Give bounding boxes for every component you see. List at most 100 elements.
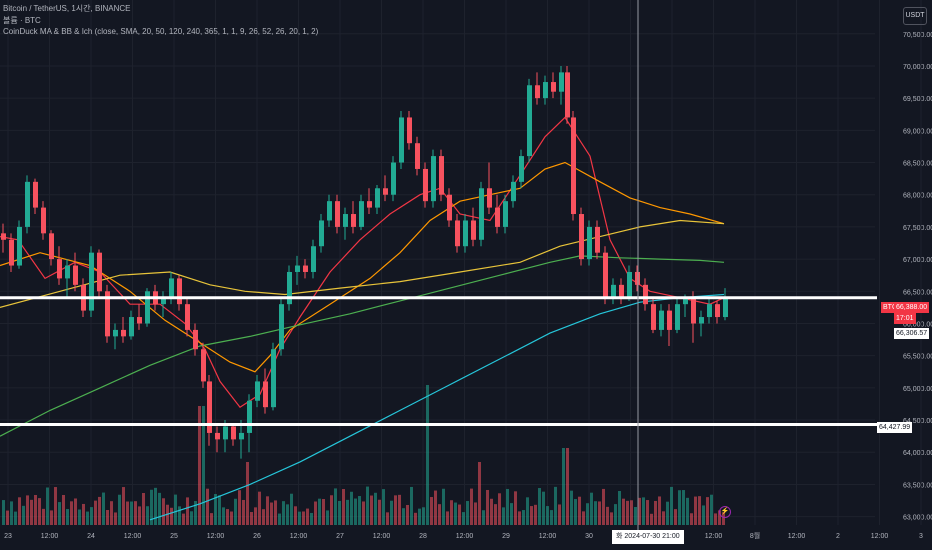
volume-bar	[662, 511, 665, 525]
volume-bar	[126, 501, 129, 525]
volume-bar	[654, 500, 657, 525]
x-tick-label: 12:00	[373, 533, 391, 540]
y-tick-label: 65,500.00	[903, 354, 932, 361]
candle-body	[145, 291, 150, 324]
volume-bar	[562, 448, 565, 525]
volume-bar	[594, 501, 597, 525]
volume-bar	[38, 498, 41, 525]
candle-body	[271, 349, 276, 408]
candle-body	[495, 207, 500, 227]
x-tick-label: 12:00	[788, 533, 806, 540]
volume-bar	[58, 502, 61, 525]
volume-bar	[230, 511, 233, 525]
volume-bar	[194, 501, 197, 525]
volume-bar	[250, 512, 253, 525]
candle-body	[383, 188, 388, 195]
volume-bar	[486, 489, 489, 525]
volume-bar	[110, 501, 113, 525]
currency-button[interactable]: USDT	[903, 7, 927, 25]
x-tick-label: 12:00	[705, 533, 723, 540]
volume-bar	[318, 498, 321, 525]
candle-body	[659, 310, 664, 330]
volume-bar	[518, 511, 521, 525]
volume-bar	[134, 501, 137, 525]
indicator-legend: CoinDuck MA & BB & Ich (close, SMA, 20, …	[3, 27, 319, 36]
volume-bar	[542, 491, 545, 525]
candle-body	[215, 432, 220, 440]
volume-bar	[302, 511, 305, 525]
volume-bar	[642, 497, 645, 525]
volume-bar	[678, 490, 681, 525]
volume-bar	[550, 510, 553, 525]
candle-body	[287, 271, 292, 305]
volume-bar	[274, 500, 277, 525]
x-tick-label: 12:00	[871, 533, 889, 540]
volume-bar	[46, 487, 49, 525]
lightning-icon[interactable]: ⚡	[719, 506, 731, 518]
y-tick-label: 63,500.00	[903, 482, 932, 489]
volume-bar	[454, 502, 457, 525]
volume-bar	[114, 512, 117, 525]
candle-body	[707, 304, 712, 318]
volume-bar	[6, 510, 9, 525]
volume-bar	[262, 509, 265, 525]
volume-bar	[14, 511, 17, 525]
volume-bar	[294, 506, 297, 525]
volume-bar	[686, 497, 689, 525]
candle-body	[73, 265, 78, 285]
volume-bar	[266, 496, 269, 525]
volume-bar	[422, 507, 425, 525]
y-tick-label: 65,000.00	[903, 386, 932, 393]
candle-body	[343, 214, 348, 227]
volume-bar	[370, 495, 373, 525]
volume-bar	[402, 508, 405, 525]
volume-bar	[458, 504, 461, 525]
volume-bar	[278, 513, 281, 525]
candle-body	[65, 265, 70, 279]
volume-legend: 볼륨 · BTC	[3, 16, 41, 25]
volume-bar	[698, 496, 701, 525]
candle-body	[303, 265, 308, 272]
candle-body	[565, 72, 570, 118]
volume-bar	[74, 498, 77, 525]
ma-line-ma50	[0, 161, 725, 373]
candle-body	[587, 226, 592, 260]
candle-body	[643, 284, 648, 305]
candle-body	[415, 143, 420, 169]
volume-bar	[174, 494, 177, 525]
candle-body	[201, 349, 206, 382]
candle-body	[611, 284, 616, 298]
volume-bar	[462, 512, 465, 525]
volume-bar	[618, 490, 621, 525]
volume-bar	[310, 512, 313, 525]
candle-body	[161, 297, 166, 305]
candle-body	[551, 82, 556, 92]
volume-bar	[178, 506, 181, 525]
volume-bar	[626, 500, 629, 525]
candle-body	[619, 284, 624, 298]
volume-bar	[638, 497, 641, 525]
candle-body	[471, 220, 476, 240]
candle-body	[193, 329, 198, 350]
volume-bar	[182, 513, 185, 525]
volume-bar	[138, 506, 141, 525]
candle-body	[17, 226, 22, 266]
volume-bar	[590, 492, 593, 525]
y-tick-label: 68,000.00	[903, 193, 932, 200]
candle-body	[675, 304, 680, 330]
candle-body	[527, 85, 532, 157]
candle-body	[129, 317, 134, 337]
volume-bar	[646, 500, 649, 525]
volume-bar	[162, 498, 165, 525]
volume-bar	[314, 501, 317, 525]
volume-bar	[438, 504, 441, 525]
candle-body	[247, 400, 252, 433]
volume-bar	[42, 508, 45, 525]
candle-body	[113, 329, 118, 337]
volume-bar	[34, 494, 37, 525]
volume-bar	[630, 500, 633, 525]
volume-bar	[558, 504, 561, 525]
volume-bar	[106, 509, 109, 525]
x-tick-label: 2	[836, 533, 840, 540]
